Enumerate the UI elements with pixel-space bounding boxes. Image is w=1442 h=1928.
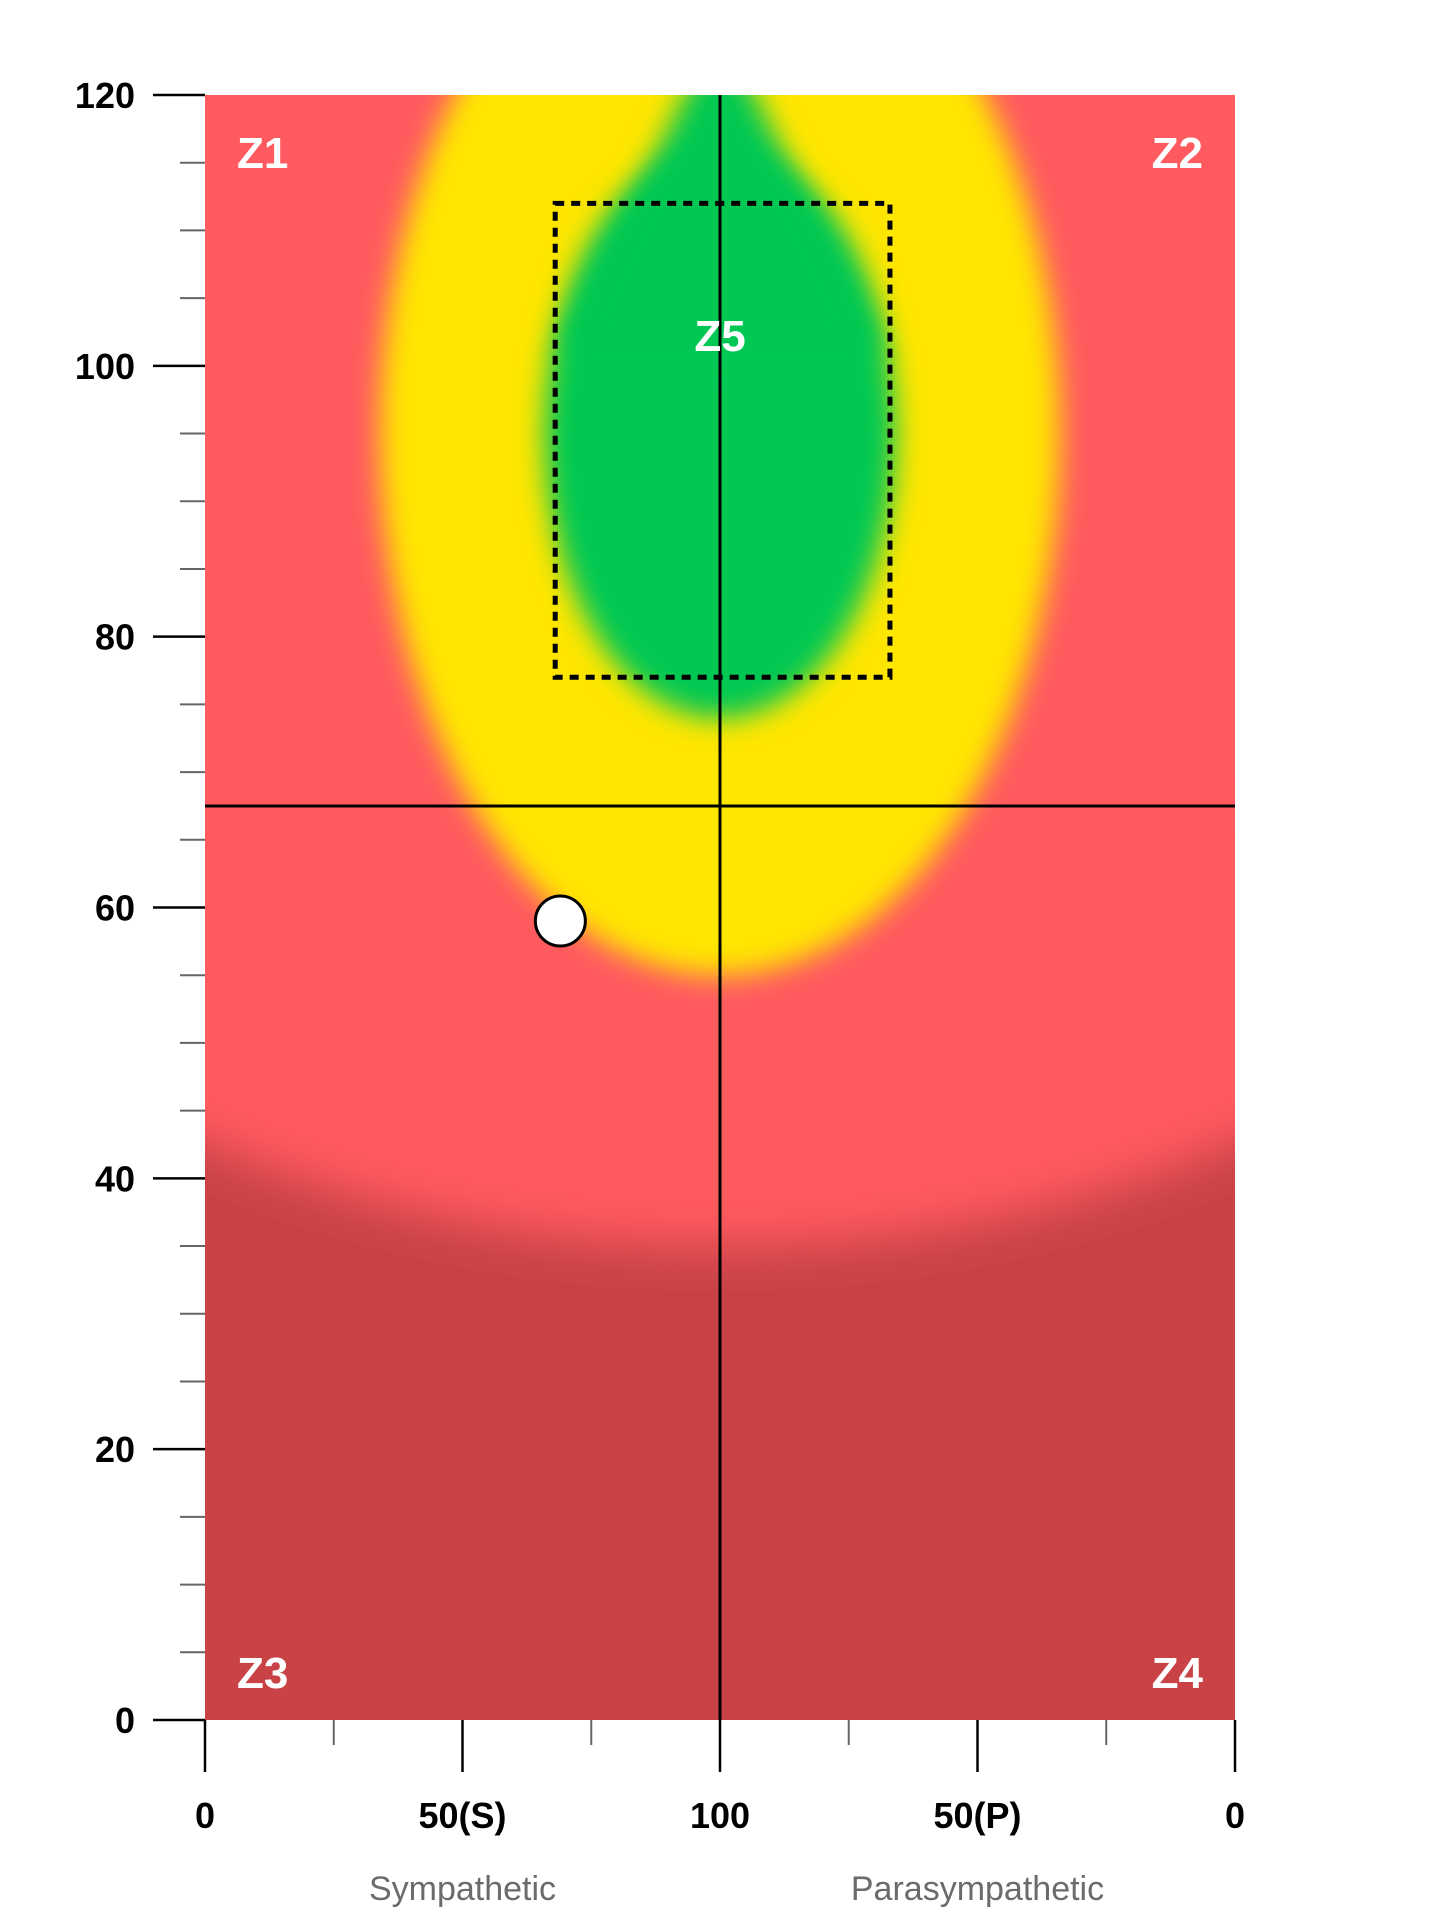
zone-label-z5: Z5 bbox=[694, 312, 745, 361]
x-tick-label-3: 50(P) bbox=[933, 1795, 1021, 1836]
y-tick-label-100: 100 bbox=[75, 346, 135, 387]
x-tick-label-1: 50(S) bbox=[418, 1795, 506, 1836]
x-tick-label-2: 100 bbox=[690, 1795, 750, 1836]
target-box bbox=[552, 200, 893, 680]
zone-label-z3: Z3 bbox=[237, 1649, 288, 1698]
y-tick-label-60: 60 bbox=[95, 888, 135, 929]
x-axis-caption-parasympathetic: Parasympathetic bbox=[851, 1870, 1104, 1908]
x-axis-caption-sympathetic: Sympathetic bbox=[369, 1870, 556, 1908]
data-point-0[interactable] bbox=[533, 894, 587, 948]
y-tick-label-120: 120 bbox=[75, 75, 135, 116]
y-tick-label-0: 0 bbox=[115, 1700, 135, 1741]
labels: 0 20 40 60 80 100 120 0 50(S) 100 50(P) 0 Sympatheti… bbox=[75, 75, 1245, 1908]
x-tick-label-0: 0 bbox=[195, 1795, 215, 1836]
x-tick-label-4: 0 bbox=[1225, 1795, 1245, 1836]
y-tick-label-40: 40 bbox=[95, 1158, 135, 1199]
y-tick-label-20: 20 bbox=[95, 1429, 135, 1470]
y-tick-label-80: 80 bbox=[95, 617, 135, 658]
axes bbox=[153, 93, 1237, 1772]
zone-label-z4: Z4 bbox=[1152, 1649, 1204, 1698]
zone-label-z2: Z2 bbox=[1152, 129, 1203, 178]
zone-label-z1: Z1 bbox=[237, 129, 288, 178]
plot-area bbox=[205, 95, 1235, 1720]
